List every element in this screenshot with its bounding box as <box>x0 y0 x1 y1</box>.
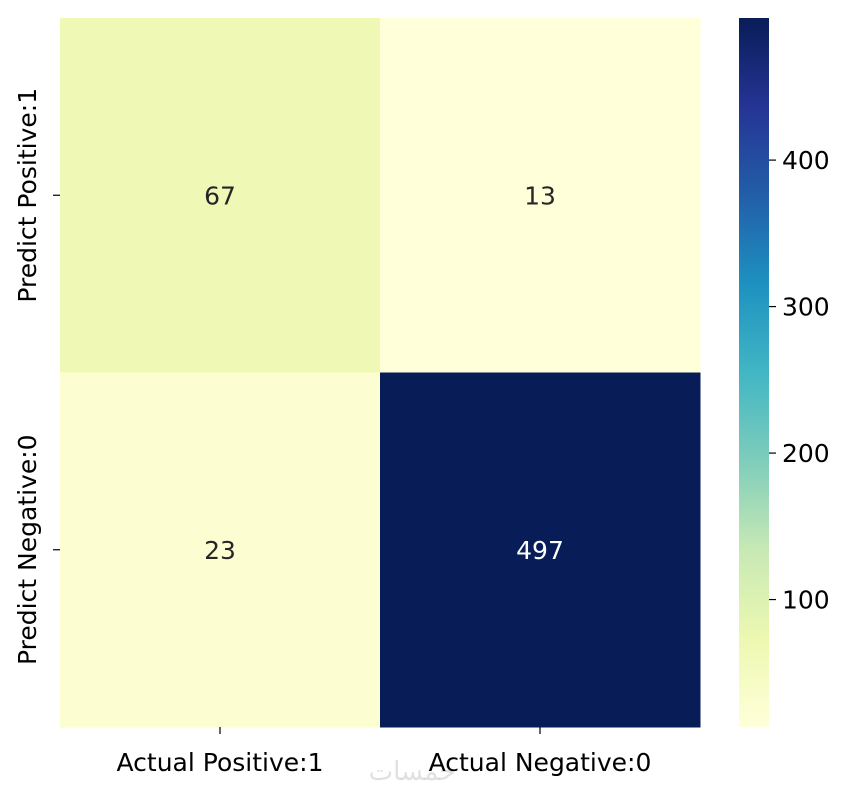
cell-annotations: 67 13 23 497 <box>204 181 564 565</box>
colorbar-tick-label: 300 <box>782 293 830 322</box>
heatmap-cell <box>60 372 381 728</box>
colorbar <box>739 18 769 727</box>
colorbar-ticks: 100 200 300 400 <box>769 146 830 615</box>
colorbar-tick-label: 100 <box>782 586 830 615</box>
cell-value: 67 <box>204 181 236 210</box>
x-tick-label: Actual Negative:0 <box>429 748 652 777</box>
colorbar-tick-label: 200 <box>782 439 830 468</box>
cell-value: 497 <box>516 536 564 565</box>
colorbar-tick-label: 400 <box>782 146 830 175</box>
y-tick-label: Predict Positive:1 <box>13 88 42 303</box>
heatmap-cell <box>380 18 701 373</box>
cell-value: 13 <box>524 181 556 210</box>
cell-value: 23 <box>204 536 236 565</box>
y-tick-label: Predict Negative:0 <box>13 434 42 665</box>
heatmap-cell <box>380 372 701 728</box>
heatmap-cells <box>60 18 701 728</box>
x-axis: Actual Positive:1 Actual Negative:0 <box>117 727 652 777</box>
heatmap-cell <box>60 18 381 373</box>
watermark: خمسات <box>369 757 456 787</box>
x-tick-label: Actual Positive:1 <box>117 748 324 777</box>
y-axis: Predict Positive:1 Predict Negative:0 <box>13 88 60 665</box>
